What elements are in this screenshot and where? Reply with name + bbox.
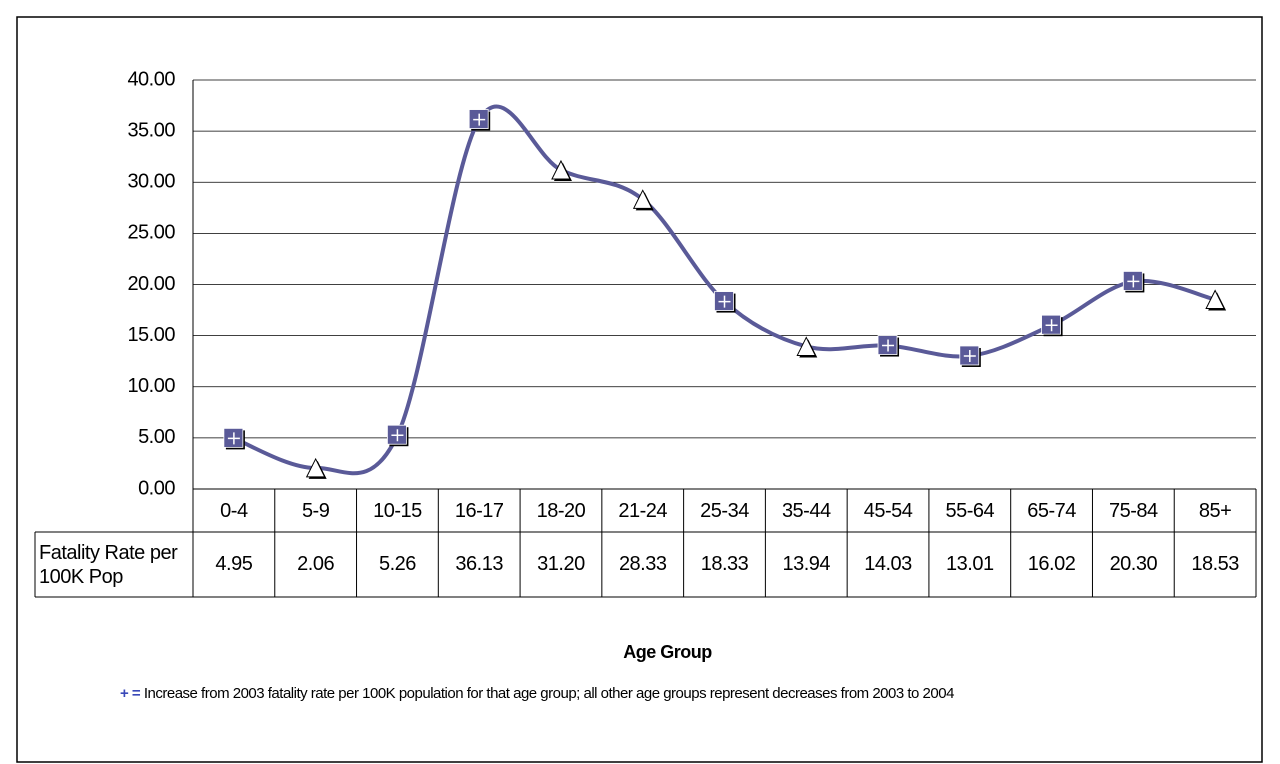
value-label: 5.26	[379, 553, 416, 575]
marker	[796, 336, 817, 356]
x-tick-label: 35-44	[782, 500, 831, 522]
marker-plus	[963, 349, 976, 362]
value-label: 18.53	[1191, 553, 1239, 575]
chart-border	[16, 16, 1263, 763]
x-tick-label: 25-34	[700, 500, 749, 522]
value-label: 16.02	[1028, 553, 1076, 575]
y-tick-label: 0.00	[138, 477, 175, 499]
marker	[1205, 289, 1225, 310]
y-tick-label: 40.00	[127, 68, 175, 90]
marker	[305, 457, 326, 478]
marker-plus	[391, 429, 404, 442]
value-label: 20.30	[1110, 553, 1158, 575]
value-label: 36.13	[455, 553, 503, 575]
y-tick-label: 30.00	[127, 171, 175, 193]
y-tick-label: 25.00	[127, 222, 175, 244]
marker-plus	[1045, 319, 1058, 332]
y-tick-label: 5.00	[138, 426, 175, 448]
x-tick-label: 10-15	[373, 500, 422, 522]
value-label: 13.94	[782, 553, 830, 575]
x-tick-label: 75-84	[1109, 500, 1158, 522]
note: + = Increase from 2003 fatality rate per…	[120, 681, 1120, 706]
value-label: 31.20	[537, 553, 585, 575]
x-axis-title: Age Group	[623, 642, 712, 662]
value-label: 2.06	[297, 553, 334, 575]
value-label: 14.03	[864, 553, 912, 575]
value-label: 13.01	[946, 553, 994, 575]
x-tick-label: 85+	[1199, 500, 1231, 522]
y-tick-label: 20.00	[127, 273, 175, 295]
x-tick-label: 5-9	[302, 500, 330, 522]
x-tick-label: 18-20	[537, 500, 586, 522]
x-tick-label: 65-74	[1027, 500, 1076, 522]
line	[233, 104, 1216, 476]
marker	[551, 159, 571, 180]
note-symbol: + =	[120, 685, 141, 702]
value-label: 18.33	[701, 553, 749, 575]
x-tick-label: 55-64	[945, 500, 994, 522]
x-tick-label: 16-17	[455, 500, 504, 522]
marker-plus	[473, 113, 486, 126]
x-tick-label: 21-24	[618, 500, 667, 522]
x-tick-label: 45-54	[864, 500, 913, 522]
series-name: Fatality Rate per 100K Pop	[39, 542, 178, 588]
value-label: 28.33	[619, 553, 667, 575]
value-label: 4.95	[215, 553, 252, 575]
note-text: Increase from 2003 fatality rate per 100…	[143, 685, 955, 702]
marker-plus	[1127, 275, 1140, 288]
x-tick-label: 0-4	[220, 500, 248, 522]
marker-plus	[718, 295, 731, 308]
marker-plus	[882, 339, 895, 352]
y-tick-label: 10.00	[127, 375, 175, 397]
marker	[632, 189, 653, 209]
y-tick-label: 15.00	[127, 324, 175, 346]
y-tick-label: 35.00	[127, 119, 175, 141]
marker-plus	[227, 432, 240, 445]
